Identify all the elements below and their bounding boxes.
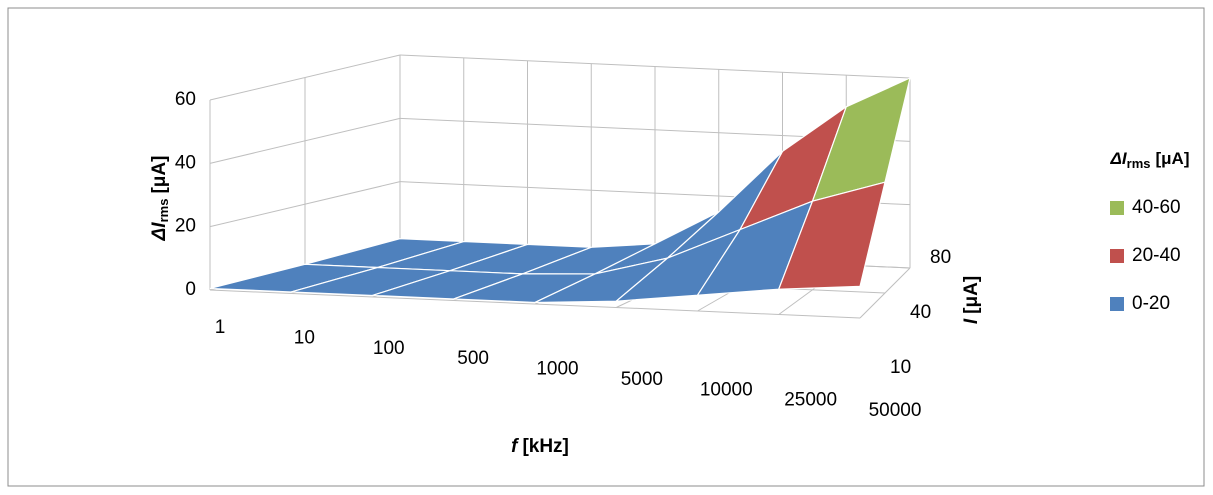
labels: 0 20 40 60 1 10 100 500 1000 5000 10000 25000 50000 1… xyxy=(175,89,951,421)
z-axis-title: I [μA] xyxy=(961,276,982,324)
x-tick-label: 100 xyxy=(373,338,405,359)
grid-line xyxy=(399,54,911,79)
legend-label: 40-60 xyxy=(1132,197,1181,218)
y-axis-title: ΔIrms [μA] xyxy=(149,156,171,242)
grid-line xyxy=(209,181,401,228)
y-tick-label: 60 xyxy=(175,89,196,110)
z-title-unit: [μA] xyxy=(961,276,982,314)
y-title-symbol: ΔI xyxy=(149,222,170,242)
legend-swatch xyxy=(1110,297,1124,311)
z-tick-label: 40 xyxy=(910,302,931,323)
legend-title-symbol: ΔI xyxy=(1110,149,1128,168)
grid-line xyxy=(209,54,401,101)
y-title-unit: [μA] xyxy=(149,156,170,194)
z-tick-label: 10 xyxy=(890,357,911,378)
legend-label: 0-20 xyxy=(1132,293,1170,314)
legend-title: ΔIrms [μA] xyxy=(1110,149,1190,171)
legend-label: 20-40 xyxy=(1132,245,1181,266)
grid-line xyxy=(209,117,401,164)
legend-title-sub: rms xyxy=(1127,156,1151,171)
x-tick-label: 1000 xyxy=(536,359,578,380)
x-tick-label: 50000 xyxy=(869,400,922,421)
z-title-symbol: I xyxy=(961,318,982,324)
legend-swatch xyxy=(1110,201,1124,215)
x-tick-label: 5000 xyxy=(621,369,663,390)
y-tick-label: 0 xyxy=(185,279,196,300)
x-title-symbol: f xyxy=(511,436,519,457)
x-tick-label: 1 xyxy=(215,317,226,338)
floor-line xyxy=(209,289,861,319)
x-tick-label: 10000 xyxy=(700,379,753,400)
legend-swatch xyxy=(1110,249,1124,263)
x-tick-label: 500 xyxy=(457,348,489,369)
surface xyxy=(209,76,911,304)
legend: 40-60 20-40 0-20 xyxy=(1110,197,1181,314)
x-axis-title: f [kHz] xyxy=(511,436,569,457)
y-title-sub: rms xyxy=(156,199,171,223)
legend-title-unit: [μA] xyxy=(1156,149,1190,168)
x-tick-label: 25000 xyxy=(784,390,837,411)
y-tick-label: 20 xyxy=(175,216,196,237)
z-tick-label: 80 xyxy=(930,247,951,268)
y-tick-label: 40 xyxy=(175,152,196,173)
surface-patch xyxy=(777,181,886,290)
x-tick-label: 10 xyxy=(294,327,315,348)
x-title-unit: [kHz] xyxy=(522,436,568,457)
